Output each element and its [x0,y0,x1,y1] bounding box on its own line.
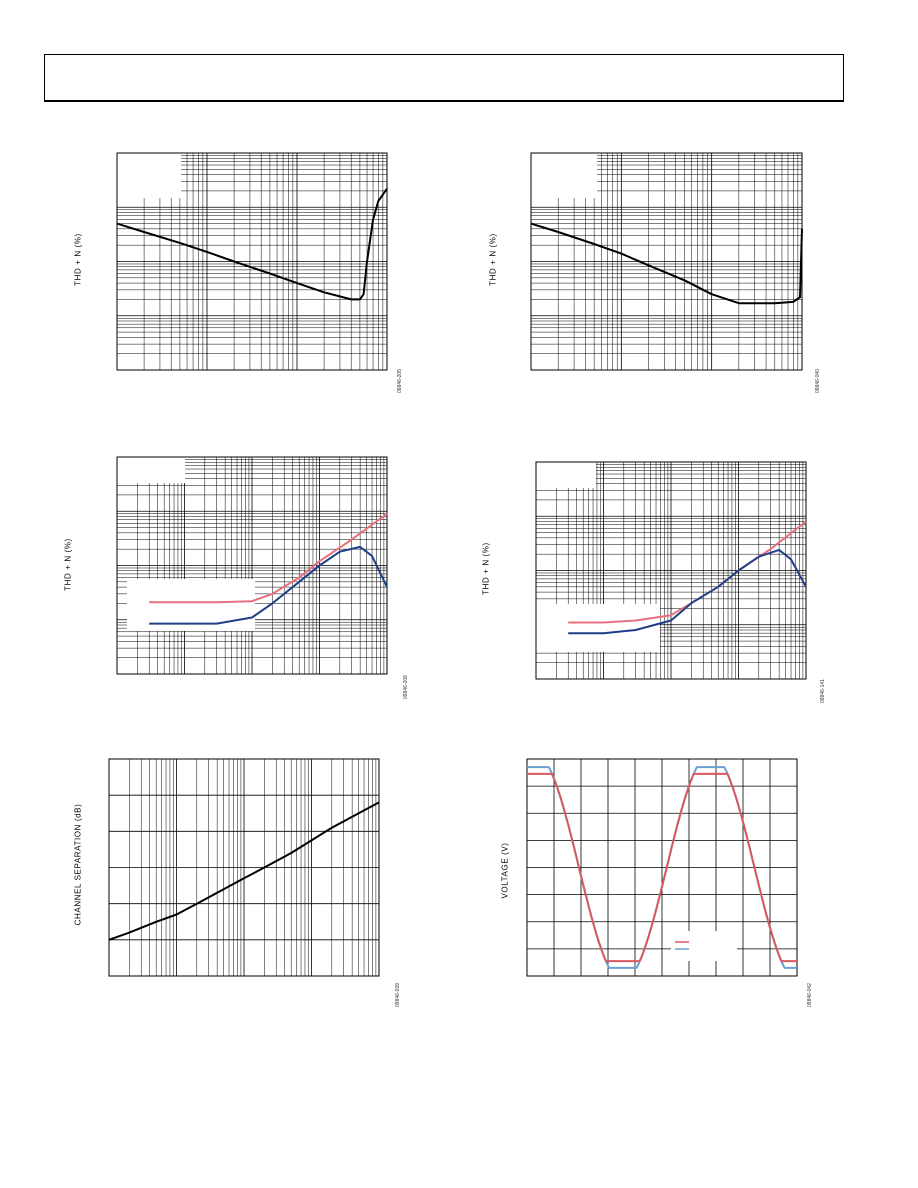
legend-box [117,457,185,483]
series-line-1 [526,772,798,963]
chart1-thd-vs-amplitude [116,152,388,371]
chart4-figure-id: 09846-141 [820,679,826,703]
plot-frame [535,461,807,680]
chart6-figure-id: 09846-042 [807,983,813,1007]
series-line-0 [149,512,388,604]
legend-box [536,462,596,488]
chart4-thd-vs-frequency [535,461,807,680]
legend [675,941,689,950]
chart6-voltage-waveform [526,758,798,977]
chart3-y-axis-label: THD + N (%) [63,538,73,591]
plot-frame [116,152,388,371]
legend-box [531,153,597,198]
legend-box [671,931,737,961]
chart2-thd-vs-amplitude [530,152,803,371]
chart2-figure-id: 09846-040 [815,369,821,393]
series-line-0 [108,801,380,941]
series-line-0 [116,188,388,301]
plot-frame [526,758,798,977]
chart1-figure-id: 09846-205 [397,369,403,393]
chart5-figure-id: 09846-039 [395,983,401,1007]
chart3-thd-vs-frequency [116,456,388,675]
chart1-y-axis-label: THD + N (%) [73,233,83,286]
page-header-box [44,54,844,102]
chart2-y-axis-label: THD + N (%) [488,233,498,286]
series-line-0 [530,222,803,305]
series-line-1 [149,545,388,625]
grid [116,456,388,675]
chart5-channel-separation [108,758,380,977]
chart5-y-axis-label: CHANNEL SEPARATION (dB) [73,803,83,926]
plot-frame [116,456,388,675]
grid [526,758,798,977]
legend-box [117,153,181,198]
chart3-figure-id: 09846-208 [403,675,409,699]
plot-frame [108,758,380,977]
legend-box [127,579,255,631]
grid [108,758,380,977]
chart4-y-axis-label: THD + N (%) [481,542,491,595]
series-line-1 [568,548,807,635]
chart6-y-axis-label: VOLTAGE (V) [500,842,510,899]
